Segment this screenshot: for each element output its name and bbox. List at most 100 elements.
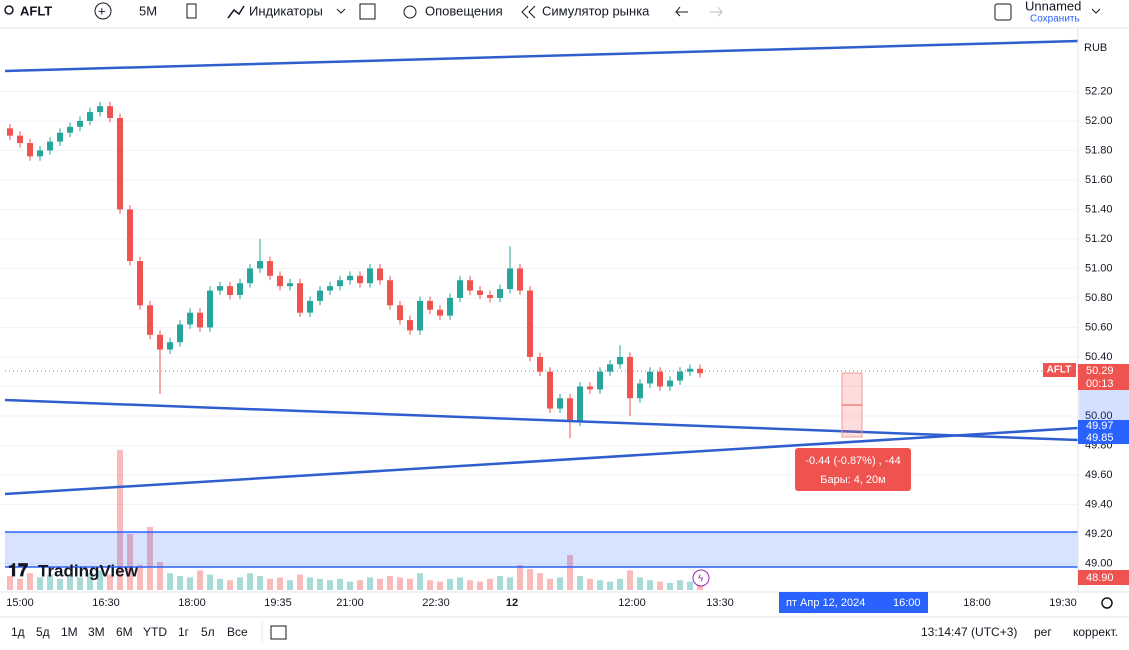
x-tick-label: 16:30 xyxy=(92,597,120,609)
y-tick-label: 49.00 xyxy=(1085,557,1113,569)
volume-bar xyxy=(667,583,673,590)
volume-bar xyxy=(427,580,433,590)
indicators-icon xyxy=(227,5,245,19)
range-button[interactable]: 1М xyxy=(61,625,78,639)
candle-body xyxy=(437,309,443,316)
currency[interactable]: RUB xyxy=(1084,42,1107,54)
candle-body xyxy=(577,386,583,422)
candle-body xyxy=(547,371,553,409)
range-button[interactable]: 3М xyxy=(88,625,105,639)
candle-body xyxy=(347,275,353,281)
candle-body xyxy=(477,290,483,295)
trend-line[interactable] xyxy=(4,39,1079,73)
event-icon[interactable] xyxy=(692,569,710,587)
range-button[interactable]: Все xyxy=(227,625,248,639)
range-button[interactable]: 1г xyxy=(178,625,190,639)
interval[interactable]: 5M xyxy=(139,3,157,18)
candle-body xyxy=(137,261,143,306)
volume-bar xyxy=(277,577,283,590)
chart-style[interactable] xyxy=(186,3,197,19)
crosshair-time-tag xyxy=(779,592,928,613)
clock[interactable]: 13:14:47 (UTC+3) xyxy=(921,625,1017,639)
volume-bar xyxy=(147,527,153,590)
volume-bar xyxy=(107,574,113,590)
redo[interactable] xyxy=(710,6,723,17)
save[interactable]: Сохранить xyxy=(1030,14,1080,25)
settings[interactable] xyxy=(1101,597,1113,609)
candle-body xyxy=(527,290,533,357)
measure-tooltip xyxy=(795,448,911,491)
candle-body xyxy=(367,268,373,284)
volume-bar xyxy=(497,576,503,590)
date-range-icon[interactable] xyxy=(270,625,287,640)
dropdown[interactable] xyxy=(336,8,346,14)
volume-bar xyxy=(137,564,143,590)
range-button[interactable]: 5д xyxy=(36,625,50,639)
range-button[interactable]: 1д xyxy=(11,625,25,639)
alert-icon xyxy=(403,5,417,19)
candle-body xyxy=(667,380,673,387)
candle-body xyxy=(467,280,473,291)
dropdown[interactable] xyxy=(1091,8,1101,14)
volume-bar xyxy=(467,580,473,590)
rectangle-drawing[interactable] xyxy=(5,532,1078,567)
range-button[interactable]: 6М xyxy=(116,625,133,639)
candle-body xyxy=(27,143,33,157)
range-tag xyxy=(1078,420,1129,444)
range-button[interactable]: 5л xyxy=(201,625,215,639)
volume-bar xyxy=(547,578,553,590)
countdown: 00:13 xyxy=(1086,378,1114,390)
event-bolt: ϟ xyxy=(698,574,704,585)
symbol[interactable]: AFLT xyxy=(20,3,52,18)
candle-body xyxy=(167,342,173,350)
search-icon[interactable] xyxy=(4,5,14,15)
plot xyxy=(0,90,1078,590)
candle-body xyxy=(427,300,433,310)
volume-bar xyxy=(167,573,173,590)
x-tick-label: 22:30 xyxy=(422,597,450,609)
volume-bar xyxy=(647,580,653,590)
candle-body xyxy=(87,112,93,121)
measure-change: -0.44 (-0.87%) , -44 xyxy=(805,455,900,467)
plus: + xyxy=(98,3,106,18)
templates[interactable] xyxy=(359,3,376,20)
alerts[interactable]: Оповещения xyxy=(425,3,503,18)
symbol-tag-text: AFLT xyxy=(1047,365,1072,376)
replay[interactable]: Симулятор рынка xyxy=(542,3,650,18)
candle-body xyxy=(127,209,133,262)
candle-body xyxy=(627,356,633,399)
volume-bar xyxy=(617,578,623,590)
trend-line[interactable] xyxy=(4,426,1079,496)
y-tick-label: 49.60 xyxy=(1085,469,1113,481)
trend-line[interactable] xyxy=(4,398,1079,442)
range-button[interactable]: YTD xyxy=(143,625,167,639)
y-tick-label: 51.60 xyxy=(1085,174,1113,186)
candle-body xyxy=(657,371,663,387)
volume-bar xyxy=(207,574,213,590)
volume-bar xyxy=(517,564,523,590)
volume-bar xyxy=(97,570,103,590)
adjust[interactable]: коррект. xyxy=(1073,625,1118,639)
add-symbol[interactable] xyxy=(94,2,112,20)
x-tick-label: 18:00 xyxy=(963,597,991,609)
volume-bar xyxy=(377,578,383,590)
crosshair-hour: 16:00 xyxy=(893,597,921,609)
bottom-tag-text: 48.90 xyxy=(1086,572,1114,584)
x-tick-label: 15:00 xyxy=(6,597,34,609)
volume-bar xyxy=(367,577,373,590)
volume-bar xyxy=(437,581,443,590)
session[interactable]: рег xyxy=(1034,625,1052,639)
candle-body xyxy=(507,268,513,290)
undo[interactable] xyxy=(675,6,688,17)
candle-body xyxy=(607,364,613,372)
layout-icon[interactable] xyxy=(994,3,1012,21)
volume-bar xyxy=(247,573,253,590)
indicators[interactable]: Индикаторы xyxy=(249,3,323,18)
volume-bar xyxy=(627,570,633,590)
volume-bar xyxy=(197,570,203,590)
candle-body xyxy=(647,371,653,384)
candle-body xyxy=(497,289,503,298)
layout-name[interactable]: Unnamed xyxy=(1025,0,1081,13)
y-tick-label: 51.00 xyxy=(1085,262,1113,274)
volume-bar xyxy=(77,577,83,590)
